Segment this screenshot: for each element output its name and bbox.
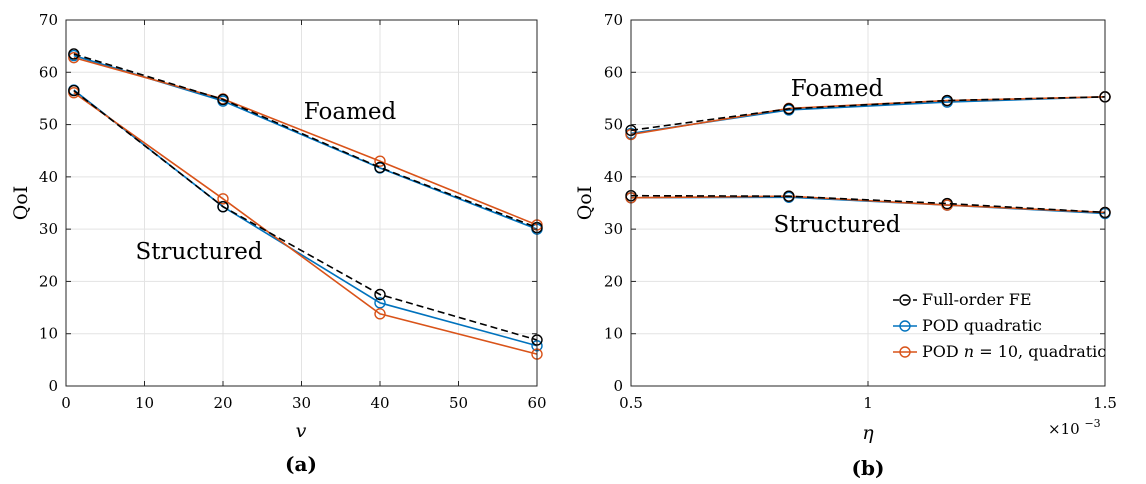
panel-b-series-structured-full-line [630, 194, 1106, 214]
panel-a-series-foamed-full-line [73, 53, 538, 229]
panel-b: 0.5 1 1.5 0 10 20 30 40 50 60 70 QoI η ×10 −3 Foam… [574, 11, 1117, 480]
legend-marker-pod-n10 [899, 346, 911, 358]
panel-a-ytick-label: 30 [39, 220, 58, 238]
panel-a-series-structured-podn-point [217, 193, 229, 205]
panel-a-xtick-label: 20 [213, 394, 232, 412]
panel-b-annotation-structured: Structured [773, 212, 900, 238]
legend-label-pod-n10: POD n = 10, quadratic [922, 342, 1106, 361]
panel-a-ytick-label: 20 [39, 272, 58, 290]
panel-b-ytick-label: 10 [604, 325, 623, 343]
panel-b-xtick-label: 0.5 [619, 394, 643, 412]
legend-entry-pod-quadratic: POD quadratic [893, 316, 1042, 335]
panel-b-ylabel: QoI [574, 186, 596, 221]
panel-b-ytick-label: 50 [604, 116, 623, 134]
legend-label-full-order: Full-order FE [922, 290, 1032, 309]
panel-a-series-foamed-full-point [68, 48, 80, 60]
panel-b-x-exponent-base: ×10 [1048, 420, 1080, 438]
panel-a-series-structured-pod-point [374, 297, 386, 309]
panel-b-ytick-label: 70 [604, 11, 623, 29]
panel-b-ytick-label: 0 [613, 377, 623, 395]
panel-a-xtick-label: 40 [370, 394, 389, 412]
legend: Full-order FE POD quadratic POD n = 10, … [893, 290, 1106, 361]
panel-b-annotation-foamed: Foamed [791, 76, 884, 102]
panel-b-ticks: 0.5 1 1.5 0 10 20 30 40 50 60 70 [604, 11, 1117, 412]
panel-a-xtick-label: 10 [135, 394, 154, 412]
panel-b-ytick-label: 60 [604, 63, 623, 81]
panel-a-xtick-label: 60 [527, 394, 546, 412]
legend-marker-pod-quadratic [899, 320, 911, 332]
panel-a: 0 10 20 30 40 50 60 0 10 20 30 40 50 60 70 QoI v Foame… [10, 11, 547, 476]
panel-a-series-structured-full-line [73, 89, 538, 341]
panel-a-series-structured-pod-line [73, 89, 538, 347]
panel-b-xtick-label: 1.5 [1093, 394, 1117, 412]
panel-a-series-structured-podn [68, 86, 543, 360]
panel-a-ytick-label: 70 [39, 11, 58, 29]
panel-a-ytick-label: 10 [39, 325, 58, 343]
panel-a-ticks: 0 10 20 30 40 50 60 0 10 20 30 40 50 60 70 [39, 11, 547, 412]
panel-b-label: (b) [852, 456, 885, 480]
panel-b-series-structured-full-point [941, 197, 953, 210]
panel-a-series-foamed-podn-line [73, 56, 538, 226]
panel-a-label: (a) [285, 452, 317, 476]
legend-marker-full-order [899, 294, 911, 306]
panel-a-ytick-label: 0 [48, 377, 58, 395]
panel-a-series-structured-full-point [68, 84, 80, 97]
panel-b-ytick-label: 30 [604, 220, 623, 238]
panel-b-xlabel: η [862, 422, 874, 444]
panel-b-xtick-label: 1 [863, 394, 873, 412]
panel-a-xtick-label: 0 [61, 394, 71, 412]
panel-b-x-exponent: ×10 −3 [1048, 417, 1101, 438]
panel-a-series-structured-full-point [374, 288, 386, 301]
panel-b-ytick-label: 40 [604, 168, 623, 186]
panel-a-series-foamed-podn-point [68, 51, 80, 64]
panel-a-series-foamed-podn-point [374, 155, 386, 167]
panel-a-series-structured-full-point [217, 200, 229, 213]
legend-label-pod-n10-pre: POD [922, 342, 964, 361]
panel-b-ytick-label: 20 [604, 272, 623, 290]
panel-a-ytick-label: 50 [39, 116, 58, 134]
legend-label-pod-n10-var: n [964, 342, 974, 361]
panel-a-series [68, 48, 543, 360]
panel-a-series-structured-podn-point [374, 308, 386, 320]
panel-a-grid [65, 19, 538, 387]
panel-a-annotation-structured: Structured [135, 239, 262, 265]
legend-entry-pod-n10: POD n = 10, quadratic [893, 342, 1106, 361]
panel-b-series-foamed-full-line [630, 96, 1106, 132]
panel-a-ytick-label: 60 [39, 63, 58, 81]
legend-label-pod-n10-post: = 10, quadratic [974, 342, 1106, 361]
legend-label-pod-quadratic: POD quadratic [922, 316, 1042, 335]
panel-a-xlabel: v [296, 420, 307, 442]
panel-a-ytick-label: 40 [39, 168, 58, 186]
panel-b-x-exponent-power: −3 [1084, 417, 1100, 430]
panel-a-series-structured-podn-line [73, 92, 538, 355]
panel-a-ylabel: QoI [10, 186, 32, 221]
panel-b-series-structured-full-point [783, 190, 795, 202]
panel-a-series-foamed-full-point [374, 161, 386, 174]
panel-a-series-foamed-full-point [217, 93, 229, 106]
panel-a-xtick-label: 30 [292, 394, 311, 412]
panel-b-series-foamed-full-point [783, 103, 795, 115]
panel-b-series-foamed-full-point [941, 94, 953, 107]
panel-a-xtick-label: 50 [449, 394, 468, 412]
legend-entry-full-order: Full-order FE [893, 290, 1032, 309]
panel-a-annotation-foamed: Foamed [304, 99, 397, 125]
